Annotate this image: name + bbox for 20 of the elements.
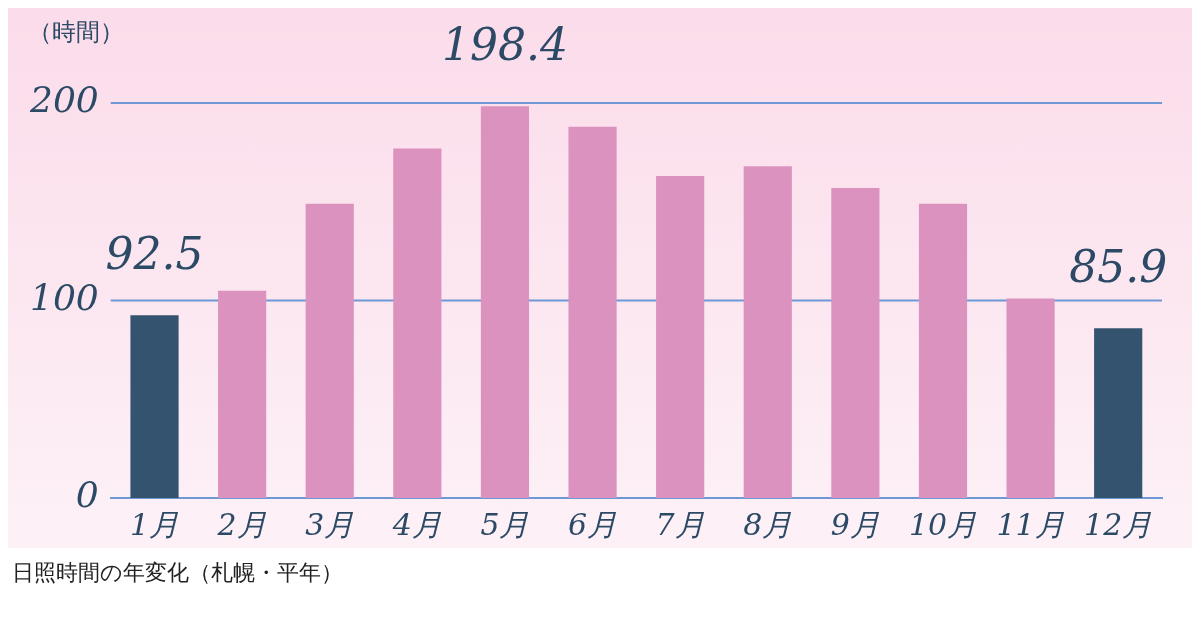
x-tick-label: 12月 — [1084, 506, 1153, 542]
y-tick-label: 100 — [29, 276, 99, 318]
y-axis-title: （時間） — [28, 18, 124, 46]
x-tick-label: 6月 — [568, 506, 618, 542]
data-label: 85.9 — [1069, 240, 1168, 292]
x-tick-label: 10月 — [908, 506, 978, 542]
x-tick-label: 1月 — [129, 506, 180, 542]
y-tick-label: 0 — [75, 474, 99, 516]
x-tick-label: 3月 — [305, 506, 355, 542]
data-label: 198.4 — [441, 18, 568, 70]
x-tick-label: 8月 — [743, 506, 793, 542]
x-tick-label: 5月 — [480, 506, 530, 542]
y-tick-label: 200 — [28, 79, 99, 121]
x-tick-label: 11月 — [996, 506, 1065, 542]
data-label: 92.5 — [105, 227, 204, 279]
x-tick-label: 7月 — [655, 506, 705, 542]
x-tick-label: 9月 — [830, 506, 880, 542]
text: 日照時間の年変化（札幌・平年） — [8, 548, 1192, 598]
x-tick-label: 4月 — [391, 506, 442, 542]
x-tick-label: 2月 — [216, 506, 267, 542]
